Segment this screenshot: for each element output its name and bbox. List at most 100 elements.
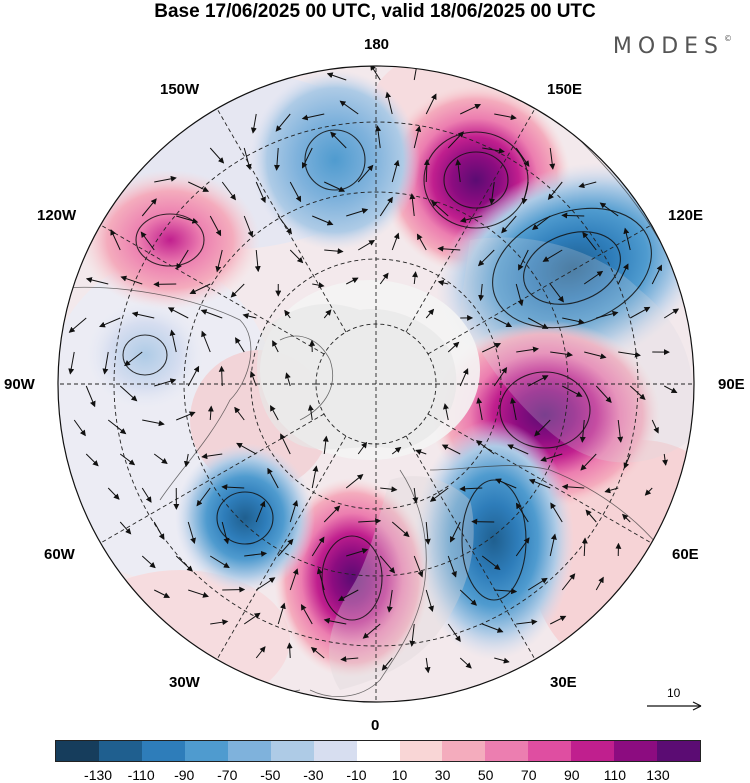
wind-arrow [243, 612, 261, 625]
wind-arrow [311, 536, 325, 557]
lon-label-30w: 30W [169, 674, 200, 691]
wind-arrow [323, 309, 332, 319]
wind-arrow [221, 521, 230, 545]
wind-arrow [277, 602, 286, 625]
colorbar-swatch [270, 741, 314, 761]
wind-arrow [322, 435, 329, 455]
wind-arrow [141, 555, 156, 569]
wind-arrow [495, 478, 517, 489]
wind-arrow [510, 397, 517, 421]
wind-arrow [425, 589, 434, 613]
wind-arrow [301, 113, 325, 121]
wind-arrow [270, 405, 279, 421]
wind-arrow [312, 282, 325, 289]
wind-arrow [153, 453, 168, 465]
wind-arrow [286, 642, 293, 659]
wind-arrow [424, 657, 431, 674]
reference-arrow-icon [647, 701, 702, 711]
wind-arrow [188, 589, 209, 598]
wind-arrow [494, 113, 517, 121]
lon-label-60e: 60E [672, 546, 699, 563]
wind-arrow [119, 453, 136, 466]
wind-arrow [235, 337, 245, 353]
wind-arrow [532, 215, 551, 231]
wind-arrow [516, 619, 538, 626]
wind-arrow [255, 646, 266, 659]
wind-arrow [447, 341, 460, 353]
wind-arrow [167, 307, 189, 319]
colorbar-swatch [56, 741, 99, 761]
wind-arrow [447, 131, 465, 149]
wind-arrow [345, 474, 364, 489]
wind-arrow [209, 555, 230, 569]
colorbar-swatch [184, 741, 228, 761]
wind-arrow [482, 342, 502, 353]
wind-arrow [230, 283, 245, 298]
wind-arrow [459, 589, 477, 606]
wind-arrow [346, 548, 369, 557]
wind-arrow [515, 147, 530, 167]
wind-arrow [482, 623, 504, 633]
colorbar-tick-label: 110 [603, 767, 627, 783]
wind-arrow [651, 264, 662, 285]
wind-arrow [542, 249, 563, 262]
wind-arrow [561, 573, 576, 591]
wind-arrow [379, 196, 393, 217]
wind-arrow [119, 385, 138, 402]
wind-arrow [450, 521, 461, 543]
wind-arrow [663, 308, 680, 319]
wind-arrow [409, 623, 416, 647]
wind-arrow [312, 215, 334, 226]
wind-arrow [124, 351, 143, 367]
wind-arrow [107, 419, 127, 435]
wind-arrow [275, 113, 291, 132]
wind-arrow [662, 453, 668, 466]
colorbar-tick-label: 30 [434, 767, 451, 783]
wind-arrow [201, 330, 211, 353]
wind-arrow [623, 453, 631, 469]
wind-arrow [547, 181, 563, 200]
wind-arrow [210, 619, 229, 626]
wind-arrow [561, 212, 585, 219]
wind-arrow [623, 227, 631, 251]
wind-arrow [579, 419, 586, 443]
wind-arrow [187, 521, 196, 545]
wind-arrow [478, 283, 485, 302]
wind-arrow [437, 279, 449, 286]
wind-arrow [85, 277, 109, 285]
wind-arrow [236, 442, 257, 455]
wind-arrow [175, 555, 194, 572]
wind-arrow [476, 397, 483, 421]
wind-arrow [357, 239, 376, 251]
wind-arrow [412, 271, 419, 285]
wind-arrow [280, 433, 291, 455]
wind-arrow [340, 656, 359, 663]
wind-arrow [604, 487, 619, 494]
wind-arrow [221, 181, 236, 201]
colorbar-swatch [528, 741, 572, 761]
wind-arrow [515, 537, 530, 557]
wind-arrow [284, 372, 291, 387]
colorbar-tick-label: -110 [127, 767, 155, 783]
wind-arrow [412, 487, 419, 504]
wind-arrow [459, 215, 483, 223]
wind-arrow [243, 215, 254, 238]
wind-arrow [154, 378, 177, 387]
wind-arrow [391, 446, 402, 455]
wind-arrow [441, 444, 461, 455]
colorbar-swatch [442, 741, 486, 761]
wind-arrow [330, 131, 347, 149]
wind-arrow [550, 615, 567, 625]
wind-arrow [131, 311, 155, 319]
meridian-line [427, 224, 652, 355]
wind-arrow [651, 419, 659, 434]
wind-arrow [176, 411, 196, 421]
wind-arrow [85, 385, 96, 408]
wind-arrow [494, 317, 513, 328]
colorbar-tick-label: 90 [564, 767, 580, 783]
wind-arrow [215, 249, 223, 273]
wind-arrow [516, 346, 539, 353]
reference-vector: 10 [645, 686, 705, 716]
wind-arrow [307, 404, 314, 421]
